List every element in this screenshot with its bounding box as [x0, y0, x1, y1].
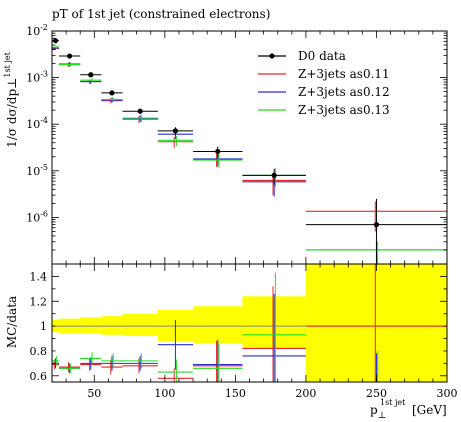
x-tick-label: 50	[87, 387, 101, 400]
x-tick-label: 300	[437, 387, 458, 400]
data-point	[137, 108, 143, 114]
top-ylabel-sup: 1st jet	[3, 51, 12, 77]
legend-label: D0 data	[298, 49, 346, 63]
y-tick-label-top: 10-5	[26, 163, 48, 178]
data-point	[88, 72, 94, 78]
legend: D0 data Z+3jets as0.11 Z+3jets as0.12 Z+3je…	[258, 49, 390, 117]
top-ylabel-group: 1/σ dσ/dp⊥1st jet	[3, 51, 19, 147]
y-tick-label-bottom: 1.4	[30, 270, 48, 283]
y-tick-label-bottom: 1.2	[30, 295, 48, 308]
uncertainty-band-bin	[193, 306, 243, 344]
legend-swatch-marker	[269, 53, 275, 59]
y-tick-label-bottom: 0.8	[30, 345, 48, 358]
y-tick-label-bottom: 0.6	[30, 370, 48, 383]
uncertainty-band-bin	[122, 313, 158, 337]
chart-title: pT of 1st jet (constrained electrons)	[52, 7, 270, 21]
y-tick-label-top: 10-6	[26, 209, 48, 224]
y-tick-label-top: 10-2	[26, 23, 48, 38]
x-axis-title-sup: 1st jet	[380, 398, 406, 407]
bottom-ylabel: MC/data	[5, 296, 19, 348]
data-point	[172, 128, 179, 134]
legend-label: Z+3jets as0.13	[298, 103, 390, 117]
data-point	[52, 38, 59, 44]
x-axis-title: p⊥	[370, 403, 386, 421]
y-tick-label-top: 10-3	[26, 70, 48, 85]
data-point	[373, 222, 380, 228]
x-tick-label: 250	[366, 387, 387, 400]
x-tick-label: 150	[225, 387, 246, 400]
data-point	[67, 53, 73, 59]
y-tick-label-bottom: 1	[40, 320, 47, 333]
x-axis-unit: [GeV]	[412, 403, 447, 417]
main-panel: 10-2 10-3 10-4 10-5 10-6	[26, 23, 448, 265]
data-point	[271, 172, 277, 178]
ratio-panel: 50 100 150 200 250 300 0.6 0.8 1 1.2 1.4	[30, 263, 458, 400]
bottom-ylabel-group: MC/data	[5, 296, 19, 348]
legend-label: Z+3jets as0.12	[298, 85, 390, 99]
main-frame	[51, 30, 448, 265]
uncertainty-band-bin	[101, 316, 123, 335]
x-tick-label: 200	[295, 387, 316, 400]
data-point	[215, 148, 221, 155]
data-series	[52, 38, 447, 264]
uncertainty-band-bin	[80, 317, 102, 334]
data-point	[109, 90, 115, 96]
top-ylabel: 1/σ dσ/dp⊥1st jet	[3, 51, 19, 147]
x-tick-label: 100	[154, 387, 175, 400]
y-tick-label-top: 10-4	[26, 116, 48, 131]
legend-label: Z+3jets as0.11	[298, 67, 390, 81]
